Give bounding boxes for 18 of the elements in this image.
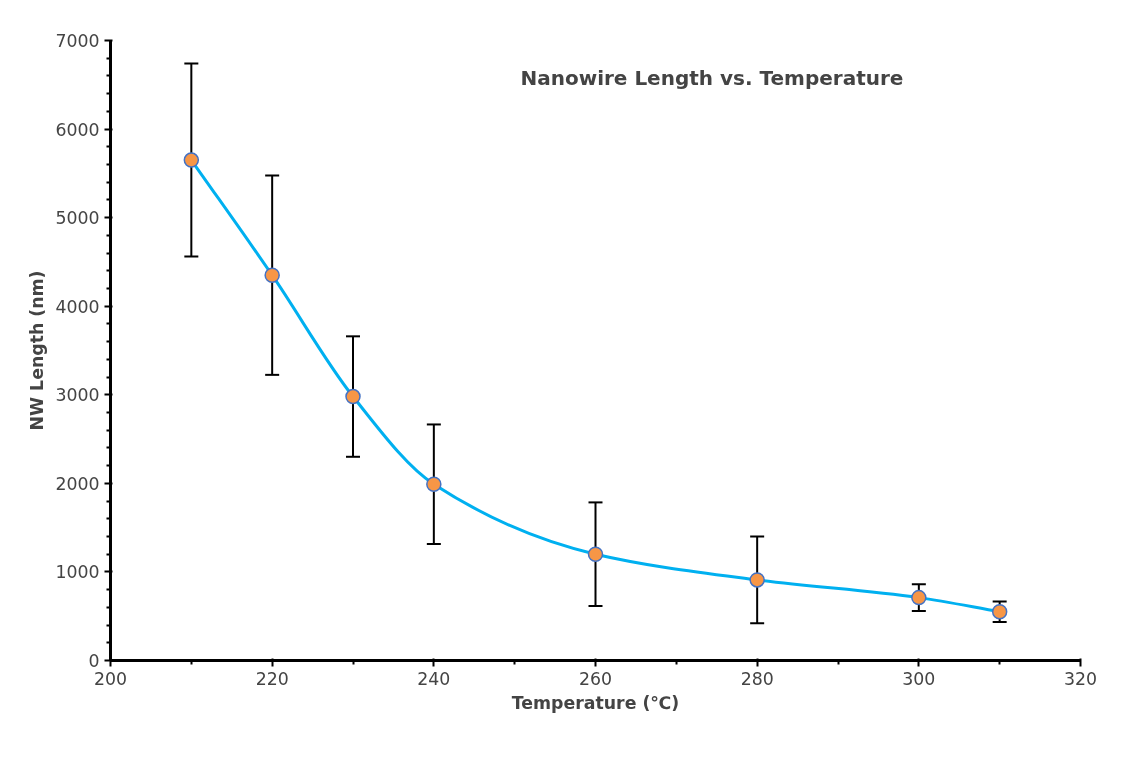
x-tick-label: 260 bbox=[578, 668, 613, 689]
y-tick-label: 5000 bbox=[55, 208, 100, 229]
x-tick-label: 320 bbox=[1063, 668, 1098, 689]
y-tick-label: 6000 bbox=[55, 119, 100, 140]
y-tick-label: 4000 bbox=[55, 296, 100, 317]
x-tick-label: 280 bbox=[740, 668, 774, 689]
y-tick-label: 0 bbox=[88, 651, 100, 671]
y-tick-label: 7000 bbox=[55, 31, 100, 51]
x-axis-title: Temperature (℃) bbox=[511, 692, 680, 713]
x-tick-label: 240 bbox=[417, 668, 451, 689]
text: Nanowire Length vs. Temperature bbox=[520, 66, 904, 91]
y-tick-label: 2000 bbox=[55, 473, 100, 494]
x-tick-label: 200 bbox=[93, 668, 128, 689]
y-tick-label: 3000 bbox=[55, 385, 100, 406]
x-tick-label: 220 bbox=[255, 668, 289, 689]
x-tick-label: 300 bbox=[902, 668, 936, 689]
y-tick-label: 1000 bbox=[55, 562, 100, 583]
y-axis-title: NW Length (nm) bbox=[27, 270, 48, 431]
